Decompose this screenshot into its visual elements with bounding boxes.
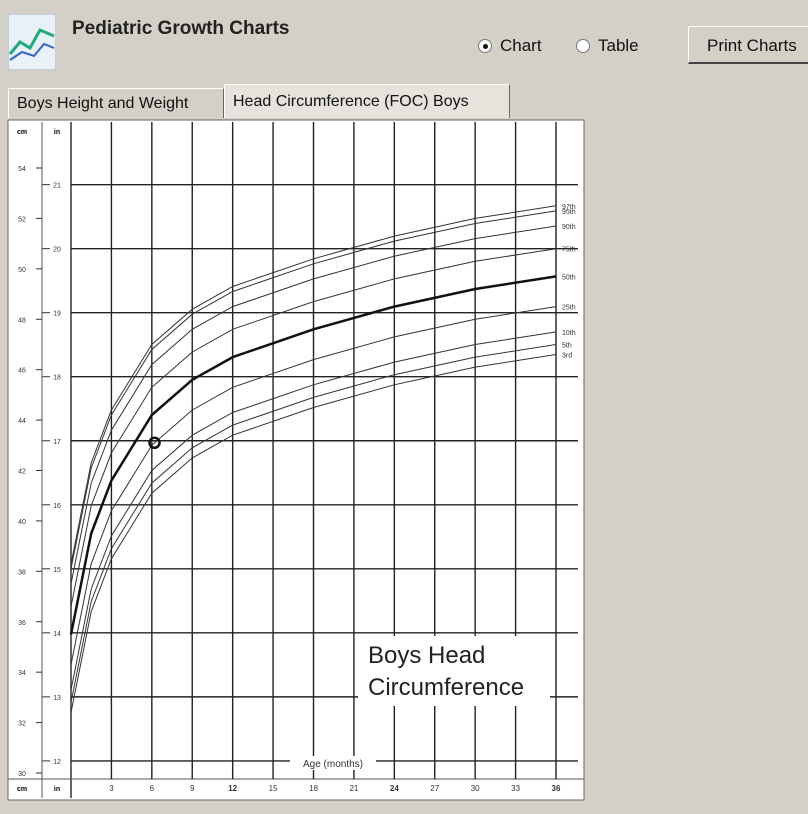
y-tick-label: 48	[18, 317, 26, 324]
radio-button[interactable]	[478, 39, 492, 53]
y2-unit-label: in	[54, 129, 60, 136]
percentile-label: 95th	[562, 209, 576, 216]
y-unit-label: cm	[17, 786, 27, 793]
percentile-curve	[70, 331, 557, 690]
y-tick-label: 32	[18, 721, 26, 728]
percentile-curve	[70, 354, 557, 713]
percentile-label: 10th	[562, 330, 576, 337]
y2-tick-label: 18	[53, 375, 61, 382]
patient-point	[148, 436, 161, 450]
x-tick-label: 33	[511, 784, 520, 793]
x-tick-label: 3	[109, 784, 114, 793]
radio-label: Chart	[500, 36, 542, 55]
y-tick-label: 30	[18, 771, 26, 778]
percentile-curve	[70, 344, 557, 703]
radio-option[interactable]: Chart	[478, 36, 542, 56]
y2-tick-label: 19	[53, 311, 61, 318]
x-tick-label: 12	[228, 784, 237, 793]
y2-unit-label: in	[54, 786, 60, 793]
percentile-curve	[70, 210, 557, 569]
y-tick-label: 34	[18, 670, 26, 677]
x-label-background	[290, 756, 376, 770]
percentile-label: 90th	[562, 224, 576, 231]
x-tick-label: 6	[150, 784, 155, 793]
y2-tick-label: 20	[53, 247, 61, 254]
radio-label: Table	[598, 36, 639, 55]
percentile-curve	[70, 225, 557, 584]
y-tick-label: 40	[18, 519, 26, 526]
x-tick-label: 24	[390, 784, 399, 793]
y2-tick-label: 15	[53, 567, 61, 574]
tab[interactable]: Head Circumference (FOC) Boys	[224, 84, 510, 118]
y-tick-label: 42	[18, 469, 26, 476]
y2-tick-label: 21	[53, 183, 61, 190]
percentile-curve	[69, 275, 557, 635]
percentile-label: 75th	[562, 247, 576, 254]
y-tick-label: 36	[18, 620, 26, 627]
y2-tick-label: 13	[53, 695, 61, 702]
percentile-label: 97th	[562, 204, 576, 211]
y2-tick-label: 17	[53, 439, 61, 446]
y-tick-label: 44	[18, 418, 26, 425]
percentile-label: 5th	[562, 342, 572, 349]
y-tick-label: 54	[18, 166, 26, 173]
y2-tick-label: 14	[53, 631, 61, 638]
chart-annotation: Boys Head Circumference	[358, 636, 550, 706]
percentile-curve	[70, 205, 557, 564]
percentile-curve	[70, 306, 557, 665]
y-tick-label: 50	[18, 267, 26, 274]
y-tick-label: 38	[18, 569, 26, 576]
x-tick-label: 9	[190, 784, 195, 793]
x-tick-label: 27	[430, 784, 439, 793]
percentile-curve	[70, 248, 557, 607]
x-tick-label: 30	[471, 784, 480, 793]
x-tick-label: 18	[309, 784, 318, 793]
tab[interactable]: Boys Height and Weight	[8, 88, 224, 118]
percentile-label: 3rd	[562, 353, 572, 360]
x-tick-label: 36	[552, 784, 561, 793]
app-icon	[8, 14, 56, 70]
y-tick-label: 46	[18, 368, 26, 375]
radio-option[interactable]: Table	[576, 36, 639, 56]
radio-button[interactable]	[576, 39, 590, 53]
y-tick-label: 52	[18, 216, 26, 223]
percentile-label: 50th	[562, 274, 576, 281]
app-title: Pediatric Growth Charts	[72, 18, 290, 39]
y-unit-label: cm	[17, 129, 27, 136]
x-tick-label: 15	[269, 784, 278, 793]
y2-tick-label: 16	[53, 503, 61, 510]
print-button[interactable]: Print Charts	[688, 26, 808, 64]
x-axis-label: Age (months)	[303, 759, 363, 770]
y2-tick-label: 12	[53, 759, 61, 766]
percentile-label: 25th	[562, 305, 576, 312]
x-tick-label: 21	[349, 784, 358, 793]
